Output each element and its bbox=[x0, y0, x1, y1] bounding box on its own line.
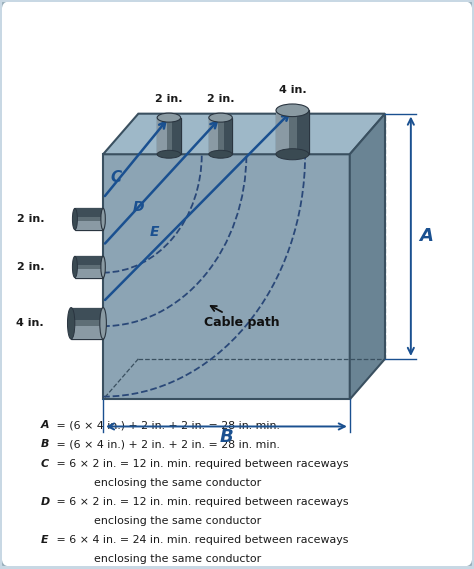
Polygon shape bbox=[75, 269, 103, 278]
Text: Cable path: Cable path bbox=[204, 306, 280, 329]
Ellipse shape bbox=[100, 308, 106, 339]
Text: enclosing the same conductor: enclosing the same conductor bbox=[94, 554, 261, 564]
Text: D: D bbox=[41, 497, 50, 507]
Polygon shape bbox=[75, 208, 103, 217]
Polygon shape bbox=[103, 154, 350, 399]
Polygon shape bbox=[75, 221, 103, 230]
Polygon shape bbox=[224, 118, 232, 154]
Ellipse shape bbox=[276, 149, 309, 160]
Text: = (6 × 4 in.) + 2 in. + 2 in. = 28 in. min.: = (6 × 4 in.) + 2 in. + 2 in. = 28 in. m… bbox=[53, 420, 280, 430]
Text: enclosing the same conductor: enclosing the same conductor bbox=[94, 478, 261, 488]
Ellipse shape bbox=[67, 308, 75, 339]
Text: = (6 × 4 in.) + 2 in. + 2 in. = 28 in. min.: = (6 × 4 in.) + 2 in. + 2 in. = 28 in. m… bbox=[53, 439, 280, 450]
Ellipse shape bbox=[73, 208, 77, 230]
Ellipse shape bbox=[101, 256, 105, 278]
Ellipse shape bbox=[209, 113, 232, 122]
Text: D: D bbox=[133, 200, 144, 213]
Ellipse shape bbox=[101, 208, 105, 230]
Polygon shape bbox=[75, 256, 103, 278]
Polygon shape bbox=[276, 110, 289, 154]
Text: E: E bbox=[41, 535, 48, 545]
Ellipse shape bbox=[157, 150, 181, 158]
Ellipse shape bbox=[276, 104, 309, 117]
Text: = 6 × 2 in. = 12 in. min. required between raceways: = 6 × 2 in. = 12 in. min. required betwe… bbox=[53, 497, 348, 507]
Text: A: A bbox=[419, 227, 433, 245]
Text: A: A bbox=[41, 420, 49, 430]
Text: 2 in.: 2 in. bbox=[17, 214, 44, 224]
Text: E: E bbox=[150, 225, 160, 239]
Text: B: B bbox=[219, 428, 233, 446]
Polygon shape bbox=[350, 114, 385, 399]
Polygon shape bbox=[209, 118, 232, 154]
Polygon shape bbox=[71, 308, 103, 320]
Text: = 6 × 4 in. = 24 in. min. required between raceways: = 6 × 4 in. = 24 in. min. required betwe… bbox=[53, 535, 348, 545]
Polygon shape bbox=[297, 110, 309, 154]
Ellipse shape bbox=[73, 256, 77, 278]
Text: enclosing the same conductor: enclosing the same conductor bbox=[94, 516, 261, 526]
Text: 4 in.: 4 in. bbox=[17, 318, 44, 328]
Polygon shape bbox=[157, 118, 181, 154]
Text: C: C bbox=[110, 171, 121, 185]
Text: = 6 × 2 in. = 12 in. min. required between raceways: = 6 × 2 in. = 12 in. min. required betwe… bbox=[53, 459, 348, 469]
Polygon shape bbox=[75, 208, 103, 230]
Text: 2 in.: 2 in. bbox=[207, 93, 234, 104]
Text: 2 in.: 2 in. bbox=[17, 262, 44, 272]
Ellipse shape bbox=[157, 113, 181, 122]
Polygon shape bbox=[103, 114, 385, 154]
Text: 2 in.: 2 in. bbox=[155, 93, 182, 104]
Polygon shape bbox=[71, 327, 103, 339]
Polygon shape bbox=[173, 118, 181, 154]
Text: C: C bbox=[41, 459, 49, 469]
Ellipse shape bbox=[209, 150, 232, 158]
Text: B: B bbox=[41, 439, 49, 450]
Polygon shape bbox=[75, 256, 103, 265]
Polygon shape bbox=[157, 118, 166, 154]
Polygon shape bbox=[71, 308, 103, 339]
Text: 4 in.: 4 in. bbox=[279, 85, 306, 94]
Polygon shape bbox=[209, 118, 218, 154]
Polygon shape bbox=[276, 110, 309, 154]
